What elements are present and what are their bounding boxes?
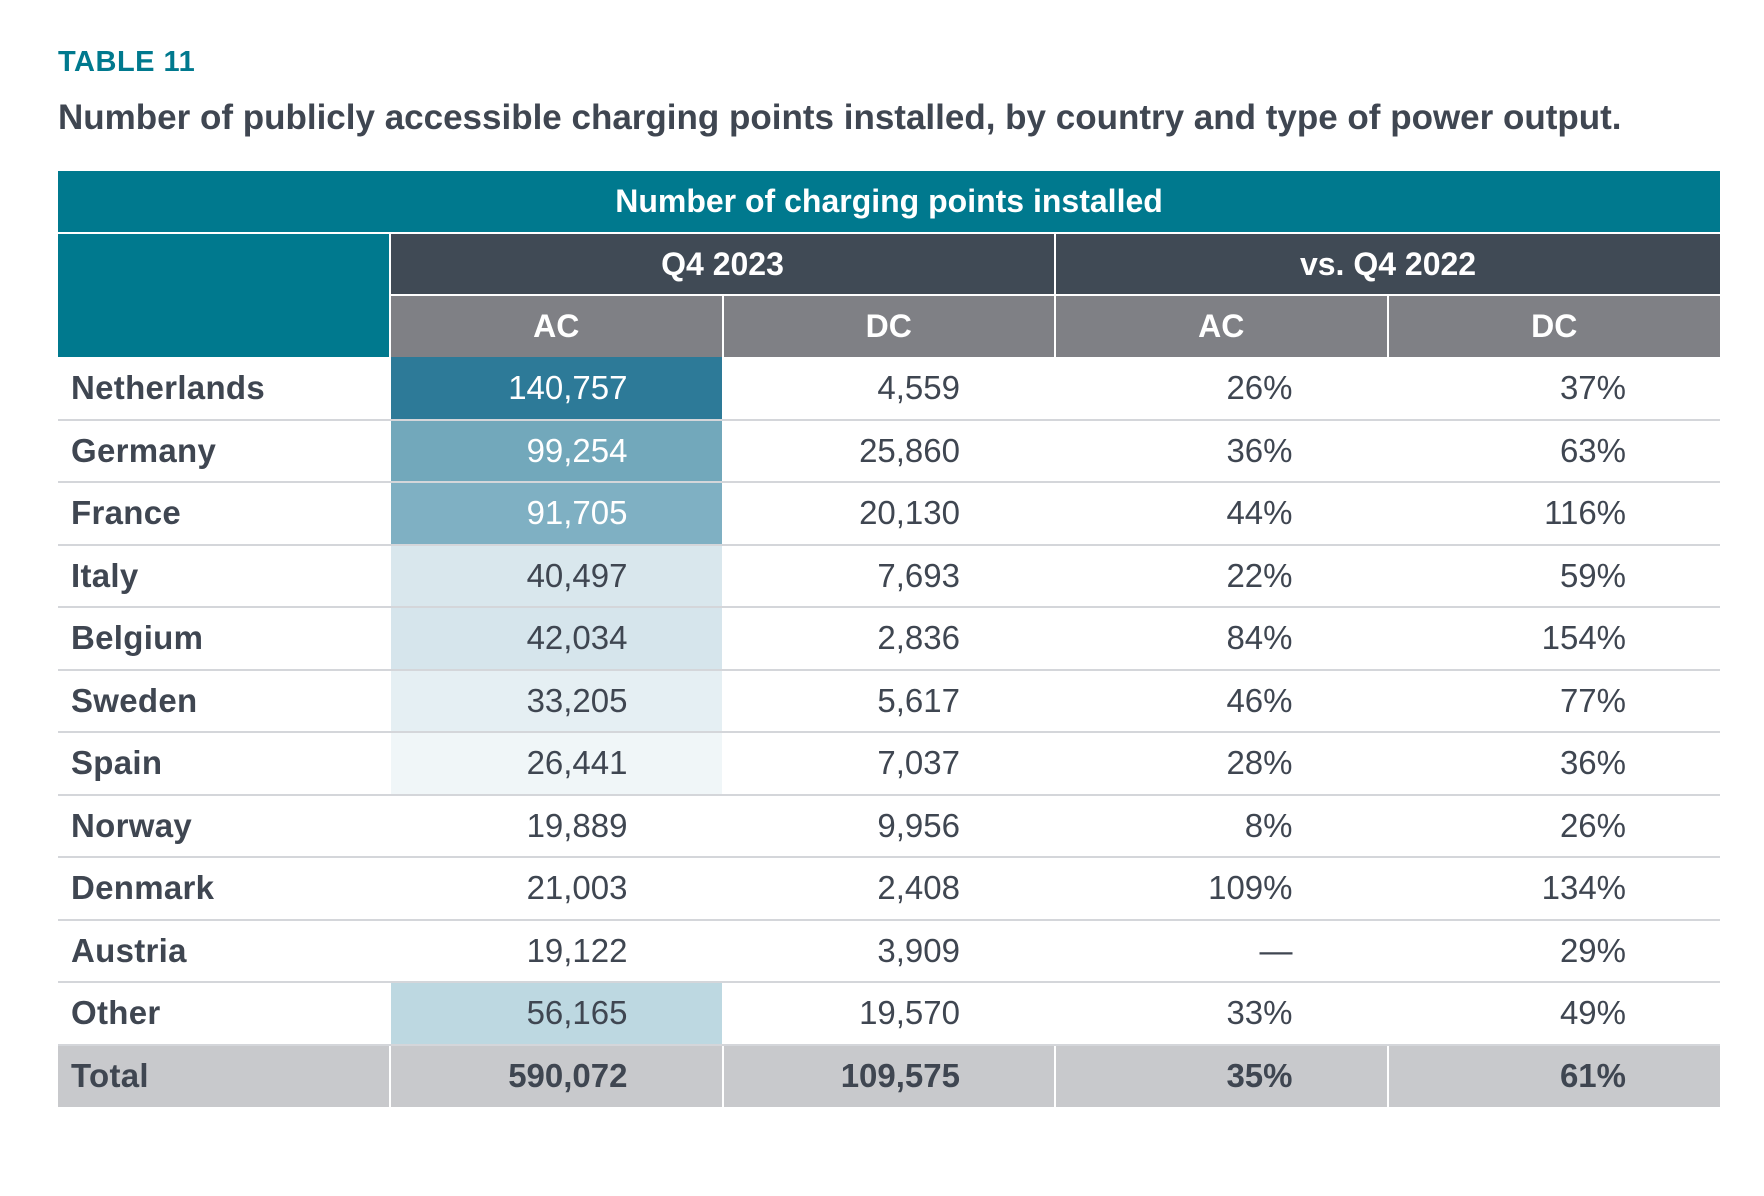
ac-change-value: 8% bbox=[1054, 794, 1388, 858]
total-label: Total bbox=[58, 1044, 390, 1107]
dc-value: 20,130 bbox=[721, 482, 1055, 546]
header-corner bbox=[58, 232, 390, 357]
ac-value: 40,497 bbox=[389, 544, 723, 608]
ac-change-value: 109% bbox=[1054, 857, 1388, 921]
country-name: Denmark bbox=[58, 857, 390, 921]
ac-value: 19,889 bbox=[389, 794, 723, 858]
dc-change-value: 29% bbox=[1386, 919, 1721, 983]
ac-value: 19,122 bbox=[389, 919, 723, 983]
charging-points-table: Number of charging points installed Q4 2… bbox=[58, 171, 1721, 1107]
table-row: Other 56,165 19,570 33% 49% bbox=[58, 982, 1721, 1046]
table-row: Italy 40,497 7,693 22% 59% bbox=[58, 544, 1721, 608]
dc-change-value: 36% bbox=[1386, 732, 1721, 796]
dc-value: 2,836 bbox=[721, 607, 1055, 671]
table-row: Belgium 42,034 2,836 84% 154% bbox=[58, 607, 1721, 671]
table-row: Norway 19,889 9,956 8% 26% bbox=[58, 794, 1721, 858]
dc-change-value: 134% bbox=[1386, 857, 1721, 921]
ac-value: 99,254 bbox=[389, 419, 723, 483]
dc-change-value: 37% bbox=[1386, 357, 1721, 421]
dc-value: 5,617 bbox=[721, 669, 1055, 733]
table-row: Austria 19,122 3,909—29% bbox=[58, 919, 1721, 983]
dc-change-value: 59% bbox=[1386, 544, 1721, 608]
table-label: TABLE 11 bbox=[58, 46, 196, 78]
table-row: Spain 26,441 7,037 28% 36% bbox=[58, 732, 1721, 796]
dc-value: 25,860 bbox=[721, 419, 1055, 483]
header-main: Number of charging points installed bbox=[58, 171, 1721, 233]
ac-value: 33,205 bbox=[389, 669, 723, 733]
ac-change-value: 22% bbox=[1054, 544, 1388, 608]
ac-change-value: 46% bbox=[1054, 669, 1388, 733]
header-q4-2023-dc: DC bbox=[721, 294, 1055, 357]
ac-change-value: 36% bbox=[1054, 419, 1388, 483]
ac-change-value: 28% bbox=[1054, 732, 1388, 796]
dc-value: 7,037 bbox=[721, 732, 1055, 796]
dc-value: 7,693 bbox=[721, 544, 1055, 608]
dc-value: 19,570 bbox=[721, 982, 1055, 1046]
table-row: Sweden 33,205 5,617 46% 77% bbox=[58, 669, 1721, 733]
table-title: Number of publicly accessible charging p… bbox=[58, 98, 1622, 137]
ac-value: 56,165 bbox=[389, 982, 723, 1046]
ac-change-value: 44% bbox=[1054, 482, 1388, 546]
table-row: Denmark 21,003 2,408 109% 134% bbox=[58, 857, 1721, 921]
country-name: Netherlands bbox=[58, 357, 390, 421]
dc-value: 2,408 bbox=[721, 857, 1055, 921]
header-change-dc: DC bbox=[1386, 294, 1721, 357]
dc-value: 4,559 bbox=[721, 357, 1055, 421]
header-group-q4-2023: Q4 2023 bbox=[389, 232, 1055, 295]
header-q4-2023-ac: AC bbox=[389, 294, 723, 357]
table-row: France 91,705 20,130 44% 116% bbox=[58, 482, 1721, 546]
ac-change-value: — bbox=[1054, 919, 1388, 983]
ac-value: 42,034 bbox=[389, 607, 723, 671]
dc-change-value: 77% bbox=[1386, 669, 1721, 733]
dc-value: 9,956 bbox=[721, 794, 1055, 858]
total-row: Total 590,072 109,575 35% 61% bbox=[58, 1044, 1721, 1107]
country-name: Other bbox=[58, 982, 390, 1046]
dc-change-value: 63% bbox=[1386, 419, 1721, 483]
table-body: Netherlands 140,757 4,559 26% 37% Germany 99,2… bbox=[58, 357, 1721, 1107]
ac-value: 26,441 bbox=[389, 732, 723, 796]
ac-value: 21,003 bbox=[389, 857, 723, 921]
table-row: Netherlands 140,757 4,559 26% 37% bbox=[58, 357, 1721, 421]
country-name: Sweden bbox=[58, 669, 390, 733]
country-name: Spain bbox=[58, 732, 390, 796]
ac-change-value: 26% bbox=[1054, 357, 1388, 421]
header-group-vs-q4-2022: vs. Q4 2022 bbox=[1053, 232, 1721, 295]
country-name: Norway bbox=[58, 794, 390, 858]
header-change-ac: AC bbox=[1054, 294, 1388, 357]
dc-change-value: 116% bbox=[1386, 482, 1721, 546]
total-dc: 109,575 bbox=[721, 1044, 1055, 1107]
country-name: Austria bbox=[58, 919, 390, 983]
ac-value: 140,757 bbox=[389, 357, 723, 421]
country-name: Belgium bbox=[58, 607, 390, 671]
total-dc-change: 61% bbox=[1386, 1044, 1721, 1107]
country-name: Germany bbox=[58, 419, 390, 483]
ac-value: 91,705 bbox=[389, 482, 723, 546]
table-figure: TABLE 11 Number of publicly accessible c… bbox=[58, 46, 1721, 1107]
dc-change-value: 26% bbox=[1386, 794, 1721, 858]
dc-change-value: 154% bbox=[1386, 607, 1721, 671]
total-ac: 590,072 bbox=[389, 1044, 723, 1107]
dc-value: 3,909 bbox=[721, 919, 1055, 983]
country-name: Italy bbox=[58, 544, 390, 608]
ac-change-value: 84% bbox=[1054, 607, 1388, 671]
country-name: France bbox=[58, 482, 390, 546]
table-row: Germany 99,254 25,860 36% 63% bbox=[58, 419, 1721, 483]
dc-change-value: 49% bbox=[1386, 982, 1721, 1046]
total-ac-change: 35% bbox=[1054, 1044, 1388, 1107]
ac-change-value: 33% bbox=[1054, 982, 1388, 1046]
